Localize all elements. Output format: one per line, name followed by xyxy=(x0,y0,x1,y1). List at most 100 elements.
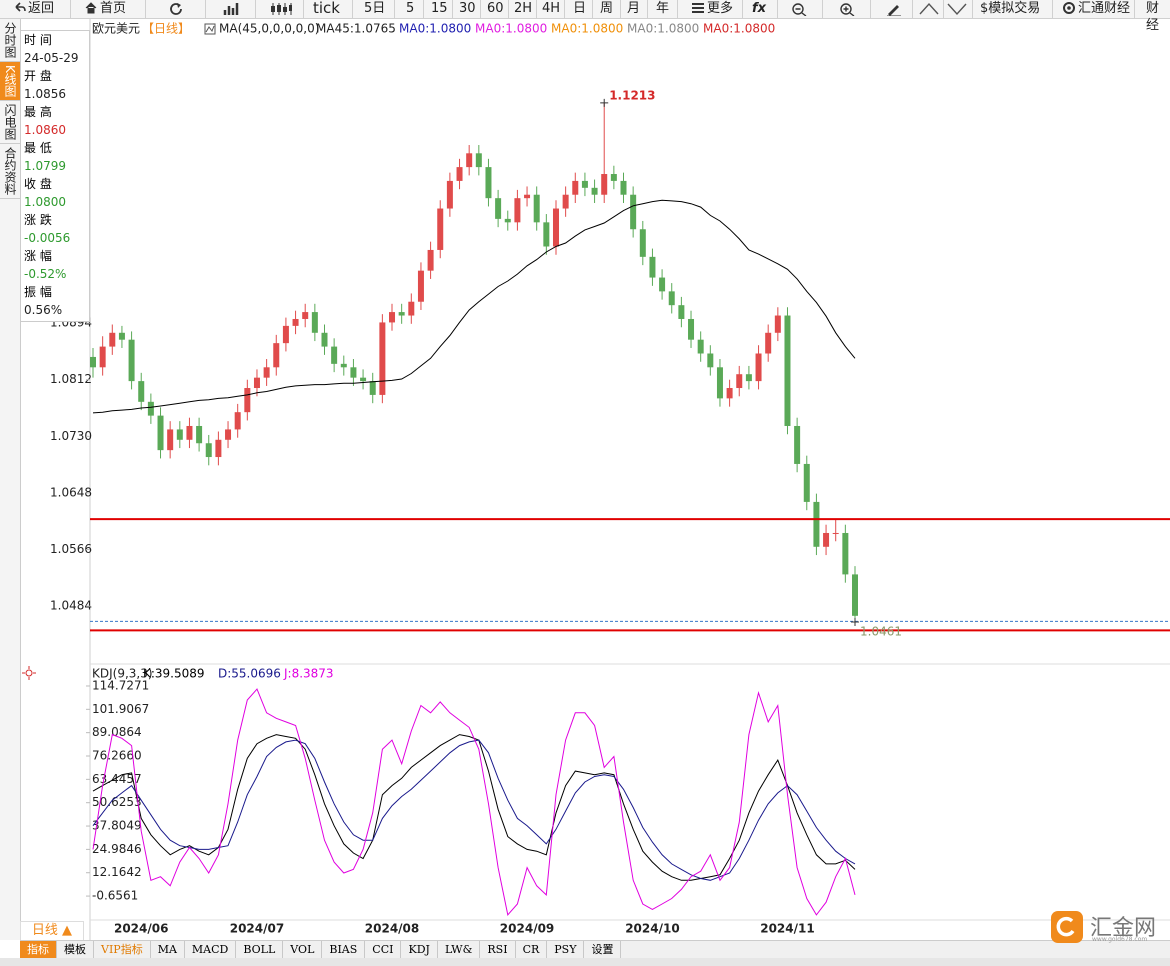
candle-body xyxy=(726,388,733,399)
indicator-tab[interactable]: BOLL xyxy=(236,941,284,958)
period-button[interactable]: 年 xyxy=(656,1,670,16)
zoom-in[interactable] xyxy=(839,2,855,16)
candle-body xyxy=(321,332,328,347)
draw-tool[interactable] xyxy=(886,2,902,16)
separator xyxy=(870,0,871,18)
candle-body xyxy=(842,532,849,575)
separator xyxy=(592,0,593,18)
candle-body xyxy=(707,353,714,368)
period-button[interactable]: tick xyxy=(313,0,340,17)
indicator-tab[interactable]: PSY xyxy=(547,941,585,958)
y-tick-label: -0.6561 xyxy=(92,889,138,903)
candle-body xyxy=(572,180,579,195)
up-tool[interactable] xyxy=(919,2,939,16)
y-tick-label: 1.0812 xyxy=(50,372,92,386)
indicator-tab[interactable]: 设置 xyxy=(584,941,622,958)
period-button[interactable]: 日 xyxy=(573,1,587,16)
candle-icon[interactable] xyxy=(270,2,292,16)
menu-icon xyxy=(692,3,704,13)
period-button[interactable]: 5日 xyxy=(364,1,386,16)
more-button[interactable]: 更多 xyxy=(707,1,734,16)
candle-body xyxy=(273,343,280,368)
period-button[interactable]: 30 xyxy=(459,1,476,16)
back-button[interactable]: 返回 xyxy=(28,1,55,16)
indicator-tab[interactable]: VOL xyxy=(283,941,323,958)
separator xyxy=(255,0,256,18)
indicator-tab[interactable]: MACD xyxy=(185,941,237,958)
candle-body xyxy=(225,429,232,440)
candle-body xyxy=(263,367,270,378)
period-button[interactable]: 60 xyxy=(487,1,504,16)
legend-entry: K:39.5089 xyxy=(143,667,205,681)
formula-button[interactable]: fx xyxy=(752,1,767,16)
candle-body xyxy=(765,332,772,354)
home-button[interactable]: 首页 xyxy=(100,1,127,16)
zoom-out[interactable] xyxy=(791,2,807,16)
info-label: 开 盘 xyxy=(24,69,52,83)
candle-body xyxy=(774,315,781,333)
separator xyxy=(647,0,648,18)
period-button[interactable]: 15 xyxy=(431,1,448,16)
candle-body xyxy=(253,377,260,389)
candle-body xyxy=(581,180,588,188)
indicator-tab[interactable]: CR xyxy=(516,941,548,958)
x-tick-label: 2024/06 xyxy=(114,922,168,936)
period-button[interactable]: 月 xyxy=(627,1,641,16)
period-button[interactable]: 周 xyxy=(600,1,614,16)
separator xyxy=(972,0,973,18)
candle-body xyxy=(688,318,695,340)
indicator-tab[interactable]: RSI xyxy=(480,941,516,958)
back-icon xyxy=(15,2,26,12)
period-button[interactable]: 4H xyxy=(542,1,561,16)
indicator-tab[interactable]: 指标 xyxy=(20,941,57,958)
y-tick-label: 37.8049 xyxy=(92,819,142,833)
refresh-icon[interactable] xyxy=(168,2,184,16)
period-button[interactable]: 2H xyxy=(514,1,533,16)
candle-body xyxy=(533,194,540,223)
indicator-tab[interactable]: MA xyxy=(151,941,185,958)
indicator-tabs: 指标 模板 VIP指标 MA MACD BOLL VOL BIAS CCI KDJ LW& RSI CR… xyxy=(20,940,1170,958)
period-selector[interactable]: 日线 ▲ xyxy=(20,921,84,941)
candle-body xyxy=(755,353,762,382)
down-tool[interactable] xyxy=(947,2,967,16)
finance-button[interactable]: 财经 xyxy=(1146,1,1160,33)
trade-button[interactable]: $模拟交易 xyxy=(980,1,1041,16)
separator xyxy=(912,0,913,18)
candle-body xyxy=(282,325,289,344)
side-tab[interactable]: 闪电图 xyxy=(0,101,20,144)
separator xyxy=(1052,0,1053,18)
candle-body xyxy=(659,277,666,292)
side-tab[interactable]: 合约资料 xyxy=(0,144,20,199)
side-tab[interactable]: K线图 xyxy=(0,62,20,101)
watermark: 汇金网 www.gold678.com xyxy=(1050,910,1162,944)
candle-body xyxy=(485,167,492,199)
news-button[interactable]: 汇通财经 xyxy=(1078,1,1131,16)
y-tick-label: 114.7271 xyxy=(92,678,149,692)
indicator-tab[interactable]: CCI xyxy=(365,941,402,958)
watermark-url: www.gold678.com xyxy=(1092,936,1148,943)
indicator-tab[interactable]: BIAS xyxy=(322,941,366,958)
y-tick-label: 24.9846 xyxy=(92,842,142,856)
candle-body xyxy=(495,198,502,219)
side-tabs: 分时图 K线图 闪电图 合约资料 xyxy=(0,19,21,940)
kdj-icon xyxy=(22,666,36,680)
candle-body xyxy=(147,401,154,416)
candle-body xyxy=(562,194,569,209)
candle-body xyxy=(118,332,125,340)
candle-body xyxy=(157,415,164,451)
info-value: 1.0800 xyxy=(24,195,66,209)
indicator-tab[interactable]: LW& xyxy=(438,941,481,958)
side-tab[interactable]: 分时图 xyxy=(0,19,20,62)
info-label: 涨 幅 xyxy=(24,249,52,263)
kdj-line xyxy=(92,688,856,916)
indicator-tab[interactable]: VIP指标 xyxy=(94,941,151,958)
chart-icon[interactable] xyxy=(223,2,241,16)
indicator-tab[interactable]: 模板 xyxy=(57,941,94,958)
legend-entry: MA45:1.0765 xyxy=(316,22,396,36)
candle-body xyxy=(427,249,434,271)
separator xyxy=(742,0,743,18)
indicator-tab[interactable]: KDJ xyxy=(401,941,438,958)
period-button[interactable]: 5 xyxy=(406,1,415,16)
info-label: 最 低 xyxy=(24,141,52,155)
